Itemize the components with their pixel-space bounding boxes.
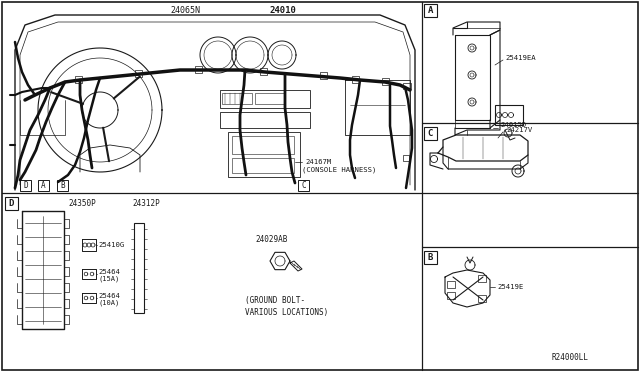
Bar <box>220 112 310 128</box>
Bar <box>38 180 49 191</box>
Bar <box>5 197 18 210</box>
Bar <box>447 281 455 288</box>
Text: 25464: 25464 <box>98 293 120 299</box>
Text: 24015D: 24015D <box>500 122 526 128</box>
Bar <box>222 93 252 104</box>
Bar <box>382 78 389 85</box>
Bar <box>478 275 486 282</box>
Bar <box>424 127 437 140</box>
Text: 25464: 25464 <box>98 269 120 275</box>
Bar <box>320 72 327 79</box>
Text: 24217V: 24217V <box>506 127 532 133</box>
Bar <box>424 4 437 17</box>
Text: D: D <box>9 199 14 208</box>
Text: A: A <box>41 181 46 190</box>
Bar <box>57 180 68 191</box>
Bar <box>352 76 359 83</box>
Bar <box>135 70 142 77</box>
Bar <box>403 83 411 89</box>
Text: 24010: 24010 <box>270 6 297 15</box>
Bar <box>228 132 300 177</box>
Text: C: C <box>428 129 433 138</box>
Text: (15A): (15A) <box>98 276 119 282</box>
Text: 25419EA: 25419EA <box>505 55 536 61</box>
Bar <box>20 180 31 191</box>
Bar <box>232 136 294 154</box>
Text: (10A): (10A) <box>98 300 119 306</box>
Bar <box>424 251 437 264</box>
Text: 24167M: 24167M <box>305 159 332 165</box>
Bar <box>232 158 294 173</box>
Text: C: C <box>301 181 306 190</box>
Bar <box>298 180 309 191</box>
Bar <box>195 66 202 73</box>
Bar <box>260 68 267 75</box>
Text: 24350P: 24350P <box>68 199 96 208</box>
Text: 25419E: 25419E <box>497 284 524 290</box>
Bar <box>478 295 486 302</box>
Text: R24000LL: R24000LL <box>552 353 589 362</box>
Text: A: A <box>428 6 433 15</box>
Bar <box>75 76 82 83</box>
Text: VARIOUS LOCATIONS): VARIOUS LOCATIONS) <box>245 308 328 317</box>
Bar <box>134 223 144 313</box>
Bar <box>220 90 310 108</box>
Text: B: B <box>60 181 65 190</box>
Bar <box>447 292 455 299</box>
Text: D: D <box>23 181 28 190</box>
Text: 24312P: 24312P <box>132 199 160 208</box>
Text: 25410G: 25410G <box>98 242 124 248</box>
Text: 24065N: 24065N <box>170 6 200 15</box>
Bar <box>403 155 409 161</box>
Text: B: B <box>428 253 433 262</box>
Bar <box>255 93 285 104</box>
Text: 24029AB: 24029AB <box>255 234 287 244</box>
Text: (GROUND BOLT-: (GROUND BOLT- <box>245 296 305 305</box>
Text: (CONSOLE HARNESS): (CONSOLE HARNESS) <box>302 167 376 173</box>
Bar <box>495 105 523 125</box>
